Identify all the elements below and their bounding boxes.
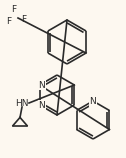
- Text: N: N: [38, 100, 45, 109]
- Text: N: N: [38, 80, 45, 89]
- Text: F: F: [6, 16, 12, 25]
- Text: N: N: [90, 97, 96, 106]
- Text: F: F: [11, 6, 17, 15]
- Text: F: F: [21, 15, 27, 24]
- Text: HN: HN: [15, 98, 29, 107]
